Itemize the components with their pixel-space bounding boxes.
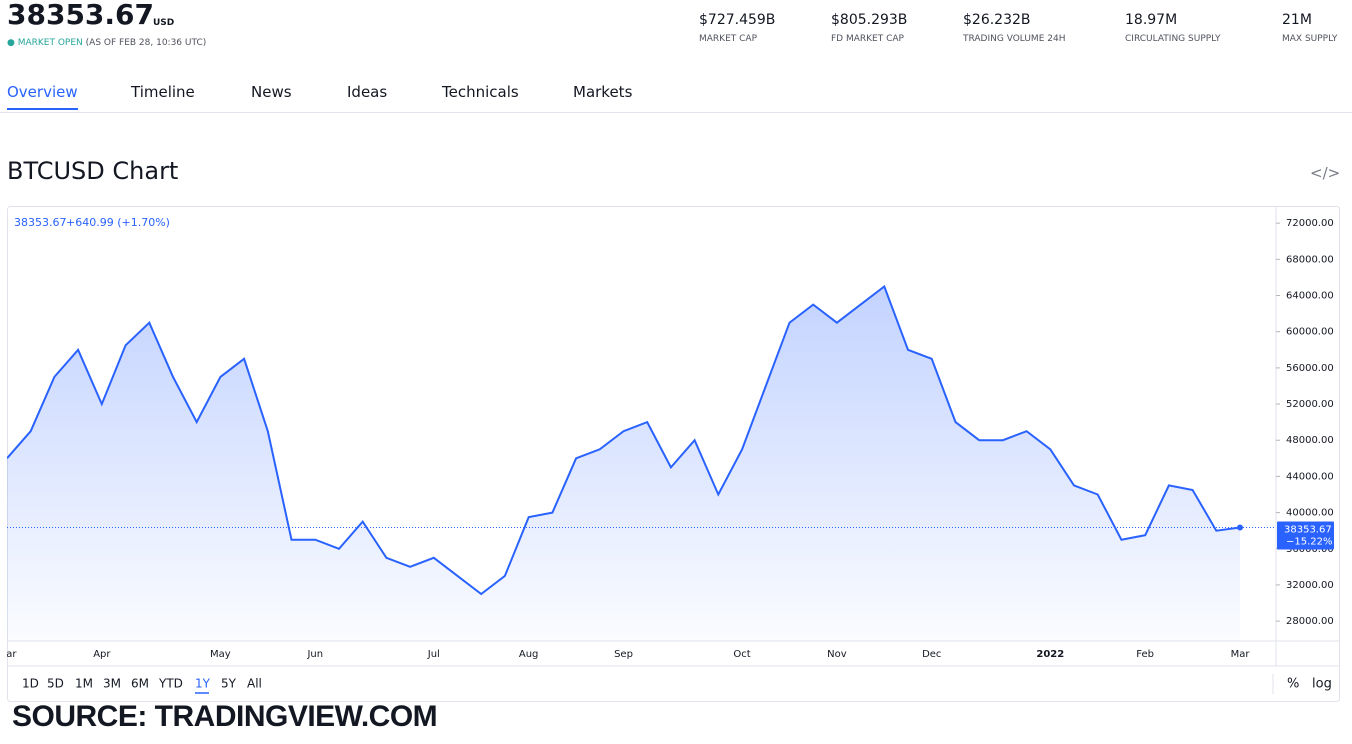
x-tick-label: Dec [922, 649, 941, 660]
y-tick-label: 68000.00 [1286, 254, 1334, 265]
stat-label: FD MARKET CAP [831, 34, 904, 44]
stat-label: MARKET CAP [699, 34, 757, 44]
stat: $805.293B FD MARKET CAP [831, 12, 907, 44]
area [7, 286, 1240, 641]
x-tick-label: May [210, 649, 231, 660]
stat-value: $805.293B [831, 12, 908, 28]
price-line [7, 284, 1241, 596]
last-price-label: 38353.67 [1284, 524, 1332, 535]
stat-label: CIRCULATING SUPPLY [1125, 34, 1221, 44]
last-price-box [1277, 521, 1334, 550]
range-button[interactable]: 5D [47, 677, 64, 691]
stat: 18.97M CIRCULATING SUPPLY [1125, 12, 1220, 44]
stat-value: 21M [1282, 12, 1312, 28]
y-tick-label: 56000.00 [1286, 363, 1334, 374]
x-tick-label: 2022 [1036, 649, 1064, 660]
tab[interactable]: Ideas [347, 83, 388, 101]
x-tick-label: Aug [519, 649, 539, 660]
stat-value: $727.459B [699, 12, 776, 28]
x-tick-label: Mar [1231, 649, 1251, 660]
stat-value: $26.232B [963, 12, 1031, 28]
x-tick-label: Mar [7, 649, 17, 660]
stat: 21M MAX SUPPLY [1282, 12, 1337, 44]
stat: $727.459B MARKET CAP [699, 12, 775, 44]
stat-label: TRADING VOLUME 24H [963, 34, 1066, 44]
scale-option[interactable]: log [1312, 677, 1332, 692]
x-tick-label: Nov [827, 649, 847, 660]
last-change-label: −15.22% [1286, 536, 1333, 547]
stat-label: MAX SUPPLY [1282, 34, 1338, 44]
section-title: BTCUSD Chart [7, 157, 179, 185]
y-tick-label: 64000.00 [1286, 291, 1334, 302]
range-button[interactable]: 1M [75, 677, 93, 691]
legend-price: 38353.67 [14, 216, 67, 229]
range-button[interactable]: YTD [158, 677, 183, 691]
stat-value: 18.97M [1125, 12, 1178, 28]
embed-button[interactable]: </> [1310, 164, 1341, 182]
y-tick-label: 48000.00 [1286, 435, 1334, 446]
divider [0, 112, 1352, 113]
y-tick-label: 52000.00 [1286, 399, 1334, 410]
source: SOURCE: TRADINGVIEW.COM [12, 700, 438, 733]
range-button[interactable]: 5Y [221, 677, 237, 691]
x-tick-label: Jul [427, 649, 440, 660]
legend-change: +640.99 (+1.70%) [66, 216, 170, 229]
currency: USD [153, 18, 175, 28]
y-tick-label: 60000.00 [1286, 327, 1334, 338]
tab[interactable]: Markets [573, 83, 633, 101]
status: MARKET OPEN [17, 38, 83, 48]
chart-frame [7, 206, 1340, 702]
y-tick-label: 28000.00 [1286, 616, 1334, 627]
stat: $26.232B TRADING VOLUME 24H [963, 12, 1065, 44]
tab[interactable]: Technicals [442, 83, 519, 101]
market-status: ● MARKET OPEN (AS OF FEB 28, 10:36 UTC) [7, 38, 207, 48]
tab[interactable]: Timeline [131, 83, 195, 101]
range-button[interactable]: All [247, 677, 262, 691]
chart: 38353.67 +640.99 (+1.70%) 28000.00 32000.… [7, 206, 1340, 702]
price: 38353.67 [7, 0, 155, 31]
tab[interactable]: Overview [7, 83, 78, 110]
range-button[interactable]: 1Y [195, 677, 211, 691]
x-tick-label: Jun [306, 649, 323, 660]
y-tick-label: 32000.00 [1286, 580, 1334, 591]
y-tick-label: 72000.00 [1286, 218, 1334, 229]
y-tick-label: 40000.00 [1286, 508, 1334, 519]
x-tick-label: Oct [733, 649, 750, 660]
scale-option[interactable]: % [1287, 677, 1299, 692]
x-tick-label: Sep [614, 649, 633, 660]
range-button[interactable]: 1D [22, 677, 39, 691]
range-button[interactable]: 3M [103, 677, 121, 691]
x-tick-label: Feb [1136, 649, 1154, 660]
y-tick-label: 44000.00 [1286, 471, 1334, 482]
tab[interactable]: News [251, 83, 292, 101]
x-tick-label: Apr [93, 649, 111, 660]
status-time: (AS OF FEB 28, 10:36 UTC) [85, 38, 207, 48]
range-button[interactable]: 6M [131, 677, 149, 691]
